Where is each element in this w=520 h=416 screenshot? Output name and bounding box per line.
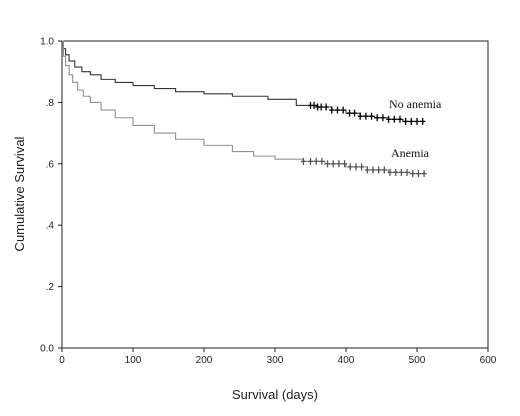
x-tick-label: 0 <box>59 355 65 366</box>
y-tick-label: .4 <box>46 221 55 232</box>
plot-frame <box>61 40 489 349</box>
y-tick-label: .2 <box>46 282 55 293</box>
series-layer <box>62 40 427 178</box>
y-tick-label: 1.0 <box>40 37 54 48</box>
x-tick-label: 400 <box>338 355 355 366</box>
y-tick-label: .6 <box>46 159 55 170</box>
x-axis-title: Survival (days) <box>232 387 318 402</box>
series-label-anemia: Anemia <box>391 146 430 160</box>
x-tick-label: 200 <box>196 355 213 366</box>
series-label-no-anemia: No anemia <box>389 97 442 111</box>
x-tick-label: 300 <box>267 355 284 366</box>
y-tick-label: .8 <box>46 98 55 109</box>
x-tick-label: 500 <box>409 355 426 366</box>
tick-layer: 0 100 200 300 400 500 600 0.0 .2 .4 .6 .8 1.0 <box>40 37 497 367</box>
x-tick-label: 100 <box>125 355 142 366</box>
survival-curve-no-anemia <box>62 40 426 122</box>
y-axis-title: Cumulative Survival <box>12 136 27 251</box>
survival-curve-anemia <box>62 40 426 175</box>
y-tick-label: 0.0 <box>40 344 54 355</box>
x-tick-label: 600 <box>480 355 497 366</box>
